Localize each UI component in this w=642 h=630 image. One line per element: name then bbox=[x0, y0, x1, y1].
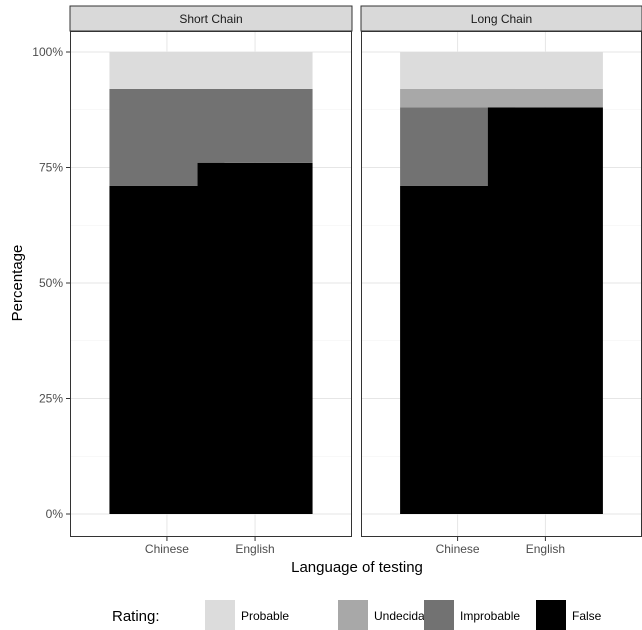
legend-items: Probable Undecidable Improbable False bbox=[205, 600, 602, 630]
y-tick-label: 25% bbox=[39, 392, 63, 406]
legend-label-false: False bbox=[572, 609, 602, 623]
y-tick-label: 75% bbox=[39, 161, 63, 175]
bar-segment-undecidable bbox=[487, 88, 603, 108]
bar-segment-undecidable bbox=[400, 88, 516, 108]
panel-1: Long Chain Chinese English bbox=[360, 5, 642, 556]
bar-segment-false bbox=[197, 162, 313, 514]
y-tick-label: 0% bbox=[46, 507, 64, 521]
facet-strip bbox=[360, 5, 642, 32]
legend-key-probable bbox=[205, 600, 235, 630]
y-axis-title: Percentage bbox=[9, 245, 26, 322]
legend-key-false bbox=[536, 600, 566, 630]
x-tick-label: Chinese bbox=[436, 542, 480, 556]
x-tick-label: English bbox=[235, 542, 274, 556]
x-axis-title: Language of testing bbox=[291, 559, 423, 576]
legend-label-probable: Probable bbox=[241, 609, 289, 623]
legend-title: Rating: bbox=[112, 608, 160, 625]
x-tick-label: Chinese bbox=[145, 542, 189, 556]
facet-title: Long Chain bbox=[471, 12, 532, 26]
panel-0: Short Chain Chinese English bbox=[69, 5, 353, 556]
y-axis: 0% 25% 50% 75% 100% bbox=[32, 45, 70, 521]
panel-border bbox=[70, 31, 352, 537]
y-tick-label: 50% bbox=[39, 276, 63, 290]
bar-segment-probable bbox=[487, 52, 603, 89]
legend: Rating: Probable Undecidable Improbable Fal… bbox=[112, 600, 602, 630]
chart-panels: Short Chain Chinese English Long Chain Chine… bbox=[69, 5, 642, 556]
y-tick-label: 100% bbox=[32, 45, 63, 59]
facet-title: Short Chain bbox=[179, 12, 242, 26]
legend-key-improbable bbox=[424, 600, 454, 630]
bar-segment-improbable bbox=[197, 88, 313, 163]
facet-strip bbox=[69, 5, 353, 32]
bar-segment-false bbox=[487, 107, 603, 514]
bar-segment-probable bbox=[197, 52, 313, 89]
x-tick-label: English bbox=[526, 542, 565, 556]
legend-label-improbable: Improbable bbox=[460, 609, 520, 623]
legend-key-undecidable bbox=[338, 600, 368, 630]
